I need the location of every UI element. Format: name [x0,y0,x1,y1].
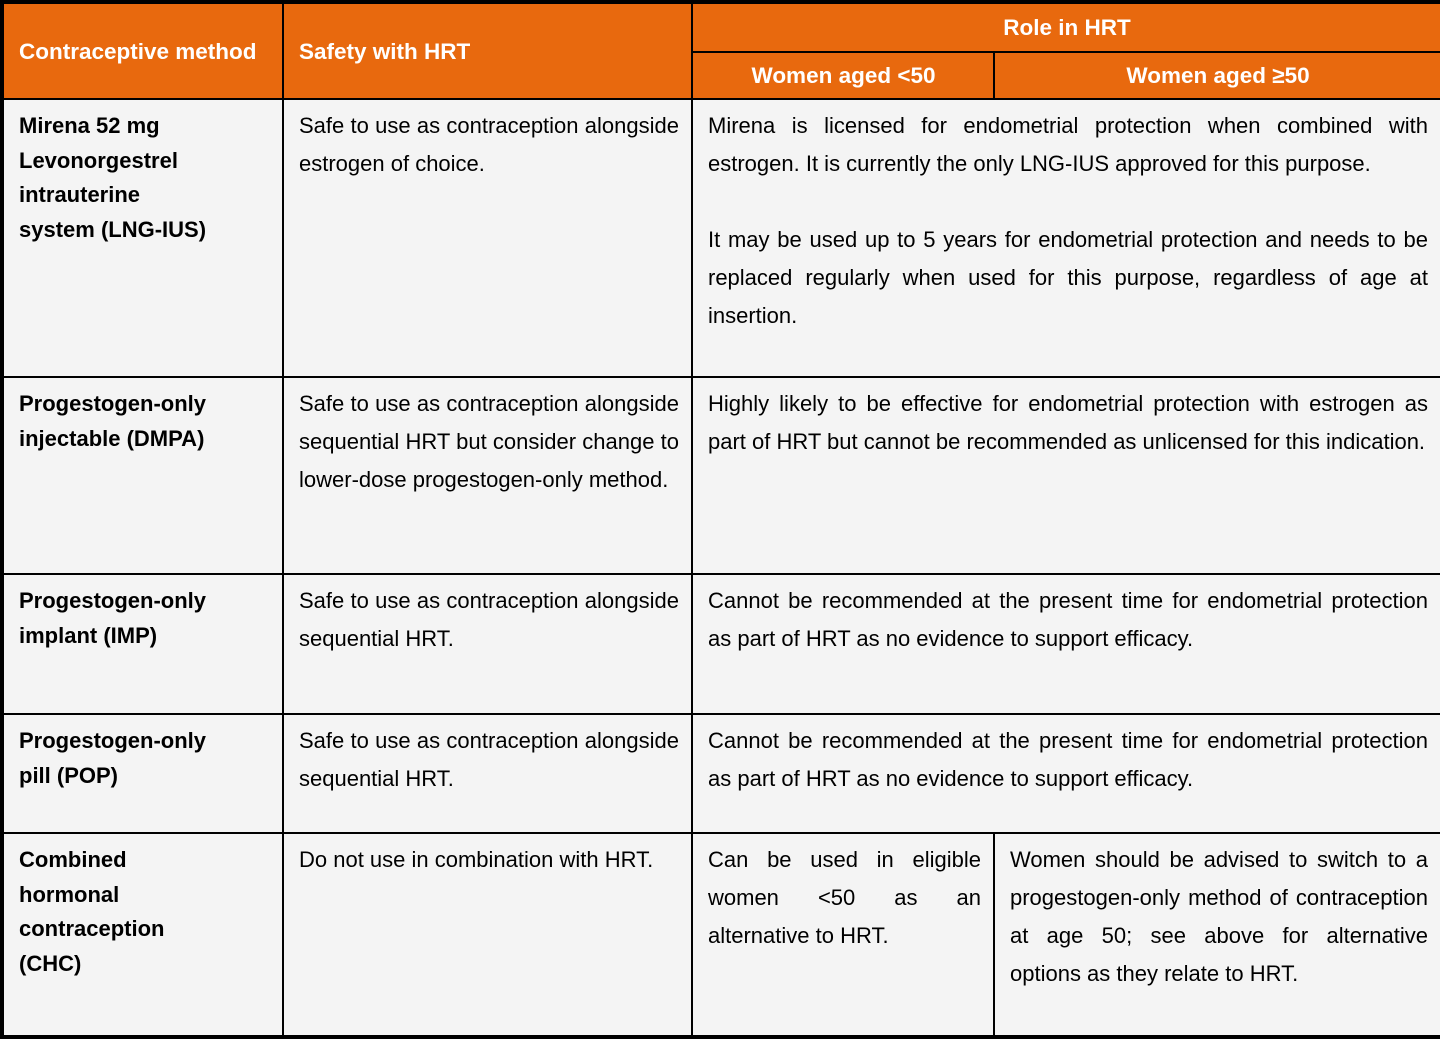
role-cell: Cannot be recommended at the present tim… [691,573,1440,715]
role-50plus-cell: Women should be advised to switch to a p… [993,832,1440,1038]
method-cell: Combined hormonal contraception (CHC) [1,832,284,1038]
role-cell: Cannot be recommended at the present tim… [691,713,1440,834]
header-role-in-hrt: Role in HRT [691,1,1440,53]
safety-cell: Safe to use as contraception alongside s… [282,376,693,575]
table-row-injectable-dmpa: Progestogen-only injectable (DMPA) Safe … [1,376,1440,575]
method-cell: Progestogen-only pill (POP) [1,713,284,834]
safety-cell: Safe to use as contraception alongside e… [282,98,693,378]
safety-cell: Do not use in combination with HRT. [282,832,693,1038]
role-under50-cell: Can be used in eligible women <50 as an … [691,832,995,1038]
header-women-50-plus: Women aged ≥50 [993,51,1440,100]
role-paragraph: It may be used up to 5 years for endomet… [708,227,1428,328]
table-row-pill-pop: Progestogen-only pill (POP) Safe to use … [1,713,1440,834]
safety-cell: Safe to use as contraception alongside s… [282,573,693,715]
table-row-mirena-lng-ius: Mirena 52 mg Levonorgestrel intrauterine… [1,98,1440,378]
role-cell: Highly likely to be effective for endome… [691,376,1440,575]
header-women-under-50: Women aged <50 [691,51,995,100]
role-paragraph: Mirena is licensed for endometrial prote… [708,113,1428,176]
method-cell: Progestogen-only injectable (DMPA) [1,376,284,575]
safety-cell: Safe to use as contraception alongside s… [282,713,693,834]
method-cell: Progestogen-only implant (IMP) [1,573,284,715]
table-header: Contraceptive method Safety with HRT Rol… [1,1,1440,100]
method-cell: Mirena 52 mg Levonorgestrel intrauterine… [1,98,284,378]
header-contraceptive-method: Contraceptive method [1,1,284,100]
header-safety-with-hrt: Safety with HRT [282,1,693,100]
table-row-implant-imp: Progestogen-only implant (IMP) Safe to u… [1,573,1440,715]
role-cell: Mirena is licensed for endometrial prote… [691,98,1440,378]
table-row-combined-chc: Combined hormonal contraception (CHC) Do… [1,832,1440,1038]
